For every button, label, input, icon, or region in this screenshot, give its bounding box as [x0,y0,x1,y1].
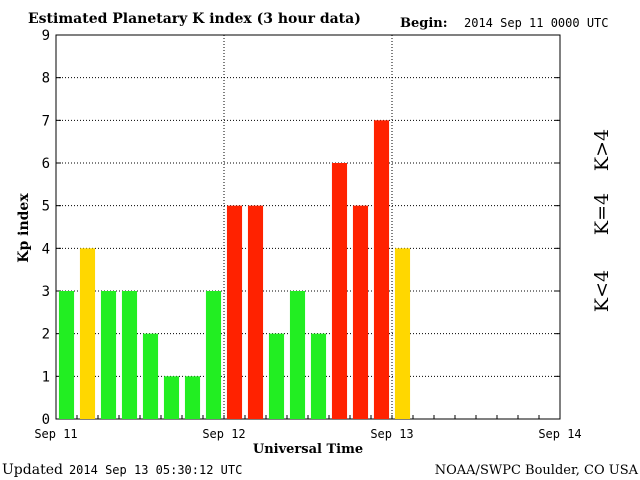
kp-bar [205,291,222,419]
begin-label: Begin: [400,16,448,31]
x-tick-labels: Sep 11 Sep 12 Sep 13 Sep 14 [34,427,581,441]
y-tick-label: 9 [42,28,50,44]
updated-label-word: Updated [2,462,63,478]
legend-low: K<4 [591,270,613,312]
legend-high: K>4 [591,129,613,171]
kp-bar [121,291,138,419]
y-tick-label: 1 [42,369,50,385]
kp-bar [331,163,348,419]
y-tick-label: 6 [42,156,50,172]
kp-bar [310,333,327,419]
kp-bar [394,248,411,419]
bars [58,120,411,419]
kp-bar [58,291,75,419]
kp-bar [226,205,243,419]
x-tick-label: Sep 14 [538,427,581,441]
updated-label: Updated 2014 Sep 13 05:30:12 UTC [2,462,242,478]
y-tick-label: 0 [42,412,50,428]
kp-bar [289,291,306,419]
x-tick-label: Sep 11 [34,427,77,441]
kp-bar [184,376,201,419]
x-tick-label: Sep 13 [370,427,413,441]
plot-frame [55,34,561,420]
kp-bar [247,205,264,419]
kp-bar [352,205,369,419]
kp-bar [79,248,96,419]
y-tick-label: 8 [42,71,50,87]
y-tick-label: 3 [42,284,50,300]
credit: NOAA/SWPC Boulder, CO USA [435,463,639,478]
x-tick-label: Sep 12 [202,427,245,441]
chart-title: Estimated Planetary K index (3 hour data… [28,11,361,27]
kp-bar [268,333,285,419]
legend-equal: K=4 [591,193,613,235]
kp-bar [100,291,117,419]
begin-value: 2014 Sep 11 0000 UTC [464,16,609,30]
kp-bar [373,120,390,419]
y-tick-label: 2 [42,327,50,343]
updated-value: 2014 Sep 13 05:30:12 UTC [69,463,242,477]
y-tick-labels: 0 1 2 3 4 5 6 7 8 9 [42,28,50,428]
grid [55,34,561,420]
y-axis-label: Kp index [16,193,32,263]
kp-bar [142,333,159,419]
kp-bar [163,376,180,419]
y-tick-label: 5 [42,199,50,215]
y-tick-label: 7 [42,113,50,129]
y-tick-label: 4 [42,241,50,257]
x-axis-label: Universal Time [253,442,363,457]
